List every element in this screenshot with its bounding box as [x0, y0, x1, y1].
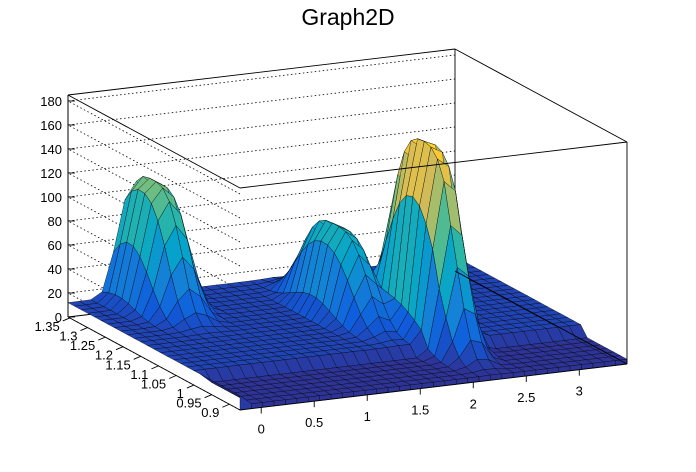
y-tick — [115, 346, 124, 351]
y-tick — [186, 384, 195, 389]
x-tick-label: 2 — [470, 396, 477, 411]
y-tick — [98, 336, 106, 341]
x-tick-label: 1 — [364, 409, 371, 424]
y-tick — [222, 403, 230, 408]
y-tick-label: 1.15 — [105, 357, 130, 372]
z-tick-label: 160 — [40, 118, 62, 133]
z-tick-label: 100 — [40, 190, 62, 205]
y-tick — [80, 327, 88, 331]
box-edge — [454, 270, 628, 365]
box-edge — [67, 94, 241, 189]
y-tick-label: 0.95 — [176, 396, 201, 411]
z-gridline — [66, 102, 456, 243]
x-tick-label: 0 — [258, 421, 265, 436]
z-tick-label: 180 — [40, 94, 62, 109]
z-tick-label: 0 — [55, 310, 62, 325]
x-tick-label: 2.5 — [517, 390, 535, 405]
box-edge — [454, 48, 628, 143]
z-gridline — [66, 54, 456, 195]
y-tick-label: 1.1 — [130, 367, 148, 382]
box-edge — [239, 363, 628, 411]
y-tick-label: 0.9 — [201, 405, 219, 420]
box-edge — [67, 48, 456, 96]
y-tick — [133, 355, 141, 360]
y-tick-label: 1.3 — [59, 329, 77, 344]
y-tick — [168, 375, 177, 379]
y-tick-label: 1.2 — [95, 348, 113, 363]
chart-title: Graph2D — [301, 4, 395, 30]
x-tick-label: 1.5 — [411, 403, 429, 418]
y-tick-label: 1.25 — [70, 338, 95, 353]
z-tick-label: 40 — [48, 262, 62, 277]
y-tick — [151, 365, 159, 370]
x-tick-label: 3 — [576, 384, 583, 399]
surface-mesh — [67, 138, 628, 411]
y-tick — [204, 394, 212, 399]
box-edge — [239, 141, 628, 189]
front-box-edges — [239, 48, 628, 411]
x-tick-label: 0.5 — [305, 415, 323, 430]
z-tick-label: 140 — [40, 142, 62, 157]
y-tick-label: 1.05 — [141, 376, 166, 391]
y-tick — [62, 317, 70, 322]
z-gridline — [66, 78, 456, 219]
y-tick-label: 1 — [177, 386, 184, 401]
z-tick-label: 80 — [48, 214, 62, 229]
z-tick-label: 20 — [48, 286, 62, 301]
y-tick-label: 1.35 — [34, 319, 59, 334]
z-tick-label: 60 — [48, 238, 62, 253]
axes: 0 0.5 1 1.5 2 2.5 30.90.9511.051.11.151.21.251… — [34, 94, 582, 436]
z-tick-label: 120 — [40, 166, 62, 181]
